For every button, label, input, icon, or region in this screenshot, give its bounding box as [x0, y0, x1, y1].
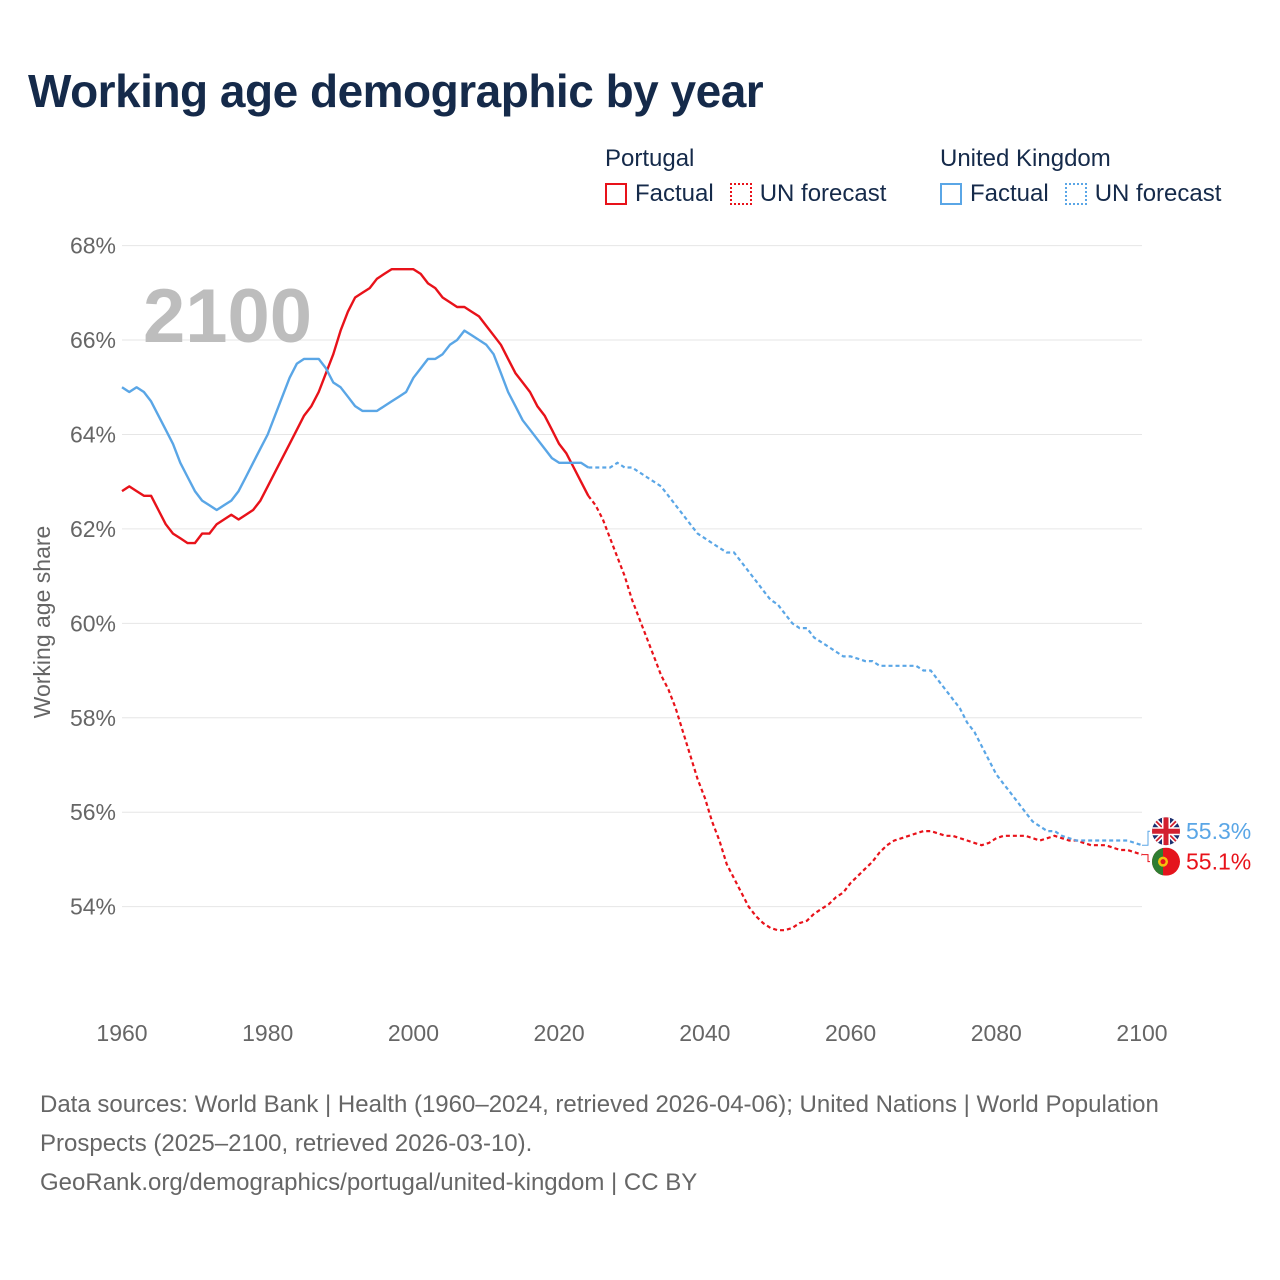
- legend-uk: United Kingdom Factual UN forecast: [940, 140, 1237, 208]
- legend-swatch-dotted-red: [729, 183, 752, 205]
- legend-swatch-solid-blue: [940, 183, 962, 205]
- y-tick-label-64: 64%: [70, 421, 116, 447]
- portugal-forecast-line: [587, 495, 1143, 932]
- data-sources-text: Data sources: World Bank | Health (1960–…: [40, 1091, 1159, 1157]
- end-labels: 55.3% 55.1%: [1142, 817, 1251, 876]
- footer: Data sources: World Bank | Health (1960–…: [40, 1085, 1220, 1202]
- legend-uk-forecast[interactable]: UN forecast: [1064, 180, 1222, 208]
- legend-label: UN forecast: [759, 180, 887, 207]
- x-tick-label-1960: 1960: [96, 1020, 147, 1046]
- legend-portugal-title: Portugal: [605, 145, 695, 172]
- line-chart: 54% 56% 58% 60% 62% 64% 66% 68% 1960 1980 2000 202…: [29, 233, 1251, 1046]
- x-tick-label-2080: 2080: [971, 1020, 1022, 1046]
- y-tick-label-54: 54%: [70, 894, 116, 920]
- x-axis-ticks: 1960 1980 2000 2020 2040 2060 2080 2100: [96, 1020, 1167, 1046]
- legend-uk-title: United Kingdom: [940, 145, 1111, 172]
- y-tick-label-60: 60%: [70, 610, 116, 636]
- x-tick-label-2020: 2020: [534, 1020, 585, 1046]
- x-tick-label-2060: 2060: [825, 1020, 876, 1046]
- x-tick-label-2040: 2040: [679, 1020, 730, 1046]
- uk-end-value-label: 55.3%: [1186, 818, 1251, 844]
- portugal-end-value-label: 55.1%: [1186, 849, 1251, 875]
- x-tick-label-2000: 2000: [388, 1020, 439, 1046]
- y-tick-label-56: 56%: [70, 799, 116, 825]
- y-tick-label-62: 62%: [70, 516, 116, 542]
- y-tick-label-66: 66%: [70, 327, 116, 353]
- legend-swatch-solid-red: [605, 183, 627, 205]
- y-tick-label-58: 58%: [70, 705, 116, 731]
- uk-flag-icon: [1152, 817, 1180, 846]
- x-tick-label-1980: 1980: [242, 1020, 293, 1046]
- y-axis-label: Working age share: [29, 526, 55, 719]
- legend-label: Factual: [635, 180, 714, 207]
- legend-uk-factual[interactable]: Factual: [940, 180, 1049, 208]
- portugal-flag-icon: [1152, 847, 1180, 876]
- uk-end-connector: [1142, 830, 1150, 846]
- legend-portugal: Portugal Factual UN forecast: [605, 140, 902, 208]
- x-tick-label-2100: 2100: [1116, 1020, 1167, 1046]
- series-lines: [121, 268, 1143, 932]
- y-tick-label-68: 68%: [70, 233, 116, 259]
- portugal-end-connector: [1142, 854, 1150, 863]
- source-url-text[interactable]: GeoRank.org/demographics/portugal/united…: [40, 1169, 698, 1196]
- legend-portugal-forecast[interactable]: UN forecast: [729, 180, 887, 208]
- gridlines: [122, 245, 1142, 908]
- legend-swatch-dotted-blue: [1064, 183, 1087, 205]
- legend-label: Factual: [970, 180, 1049, 207]
- uk-forecast-line: [588, 461, 1143, 847]
- chart-title: Working age demographic by year: [28, 65, 764, 117]
- legend-portugal-factual[interactable]: Factual: [605, 180, 714, 208]
- portugal-factual-line: [121, 268, 590, 545]
- year-watermark-label: 2100: [143, 274, 312, 359]
- uk-factual-line: [121, 329, 589, 512]
- y-axis-ticks: 54% 56% 58% 60% 62% 64% 66% 68%: [70, 233, 116, 920]
- legend-label: UN forecast: [1094, 180, 1222, 207]
